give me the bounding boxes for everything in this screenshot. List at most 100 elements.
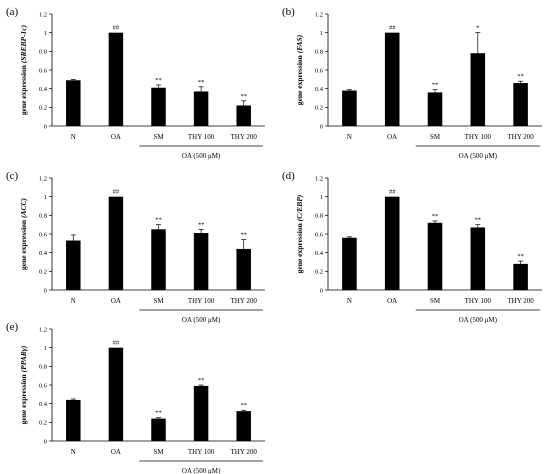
significance-marker: ** — [240, 93, 247, 100]
y-tick-label: 0 — [44, 287, 47, 294]
x-category-label: THY 200 — [507, 133, 534, 141]
y-axis-label-text: gene expression — [19, 372, 28, 424]
y-axis-label-text: gene expression — [19, 218, 28, 270]
y-tick-label: 1.2 — [315, 175, 323, 182]
significance-marker: ** — [240, 232, 247, 239]
significance-marker: ** — [432, 213, 439, 220]
y-tick-label: 0.2 — [315, 105, 323, 112]
x-category-label: N — [71, 133, 76, 141]
significance-marker: ## — [113, 25, 120, 32]
bar-sm — [151, 229, 166, 290]
chart-panel-b: (b) gene expression (FAS) 0 0.2 0.4 0.6 0.8 1 1.… — [282, 6, 542, 160]
x-category-label: THY 200 — [231, 133, 258, 141]
bar-thy-100 — [470, 227, 486, 290]
x-category-label: N — [71, 448, 76, 456]
y-tick-label: 0.6 — [39, 67, 48, 74]
y-tick-label: 1.2 — [39, 326, 47, 333]
bar-oa — [384, 196, 400, 290]
y-tick-label: 1.2 — [39, 175, 47, 182]
x-category-label: SM — [153, 133, 164, 141]
chart-panel-d: (d) gene expression (C/EBP) 0 0.2 0.4 0.6 0.8 1… — [282, 170, 542, 324]
y-tick-label: 0.4 — [39, 401, 48, 408]
y-tick-label: 0.8 — [315, 213, 323, 220]
x-category-label: SM — [153, 297, 164, 305]
bar-sm — [151, 87, 166, 126]
y-tick-label: 0 — [44, 123, 47, 130]
significance-marker: ** — [155, 77, 162, 84]
y-tick-label: 0.6 — [315, 231, 324, 238]
y-axis-label-text: gene expression — [295, 53, 304, 105]
x-category-label: OA — [111, 448, 121, 456]
panel-label: (b) — [282, 6, 295, 18]
significance-marker: ** — [198, 377, 205, 384]
bar-n — [66, 240, 81, 290]
bar-thy-200 — [236, 105, 251, 126]
bar-thy-100 — [193, 385, 209, 441]
significance-marker: ** — [155, 410, 162, 417]
significance-marker: ** — [155, 217, 162, 224]
y-tick-label: 0.6 — [315, 67, 324, 74]
x-category-label: THY 200 — [231, 297, 258, 305]
bar-sm — [427, 92, 443, 126]
y-axis-label: gene expression (ACC) — [19, 198, 28, 270]
chart-panel-c: (c) gene expression (ACC) 0 0.2 0.4 0.6 0.8 1 1.… — [6, 170, 265, 324]
y-tick-label: 0.4 — [315, 250, 324, 257]
chart-panel-a: (a)gene expression (SREBP-1c) 0 0.2 0.4 0.6 0… — [6, 6, 265, 160]
y-tick-label: 1.2 — [39, 11, 47, 18]
bar-sm — [151, 418, 166, 441]
group-label: OA (500 μM) — [182, 467, 221, 474]
y-tick-label: 0.4 — [39, 86, 48, 93]
significance-marker: ## — [113, 340, 120, 347]
significance-marker: ** — [240, 402, 247, 409]
significance-marker: ## — [113, 189, 120, 196]
x-category-label: N — [71, 297, 76, 305]
significance-marker: ** — [432, 82, 439, 89]
y-tick-label: 0.2 — [39, 105, 47, 112]
bar-thy-100 — [470, 53, 486, 127]
x-category-label: N — [347, 133, 352, 141]
y-axis-label: gene expression (SREBP-1c) — [19, 24, 28, 115]
x-category-label: THY 100 — [188, 133, 215, 141]
significance-marker: ** — [198, 79, 205, 86]
bar-thy-200 — [513, 263, 528, 290]
y-tick-label: 0.8 — [39, 213, 47, 220]
y-tick-label: 0.2 — [39, 269, 47, 276]
y-tick-label: 0.8 — [39, 49, 47, 56]
chart-panel-e: (e) gene expression (PPARγ) 0 0.2 0.4 0.6 0.8 1… — [6, 321, 265, 474]
y-axis-label: gene expression (FAS) — [295, 34, 304, 105]
group-label: OA (500 μM) — [459, 316, 498, 324]
y-axis-label-text: gene expression — [295, 221, 304, 273]
bar-n — [342, 90, 357, 126]
y-tick-label: 0.6 — [39, 382, 48, 389]
group-label: OA (500 μM) — [182, 152, 221, 160]
x-category-label: THY 100 — [465, 297, 492, 305]
y-axis-label-gene: (PPARγ) — [19, 345, 28, 372]
panel-label: (a) — [6, 6, 19, 18]
bar-thy-100 — [193, 233, 209, 290]
x-category-label: SM — [153, 448, 164, 456]
y-tick-label: 1.2 — [315, 11, 323, 18]
y-tick-label: 1 — [44, 194, 47, 201]
x-category-label: OA — [387, 297, 397, 305]
y-tick-label: 0 — [320, 287, 323, 294]
x-category-label: THY 200 — [507, 297, 534, 305]
y-axis-label-gene: (C/EBP) — [295, 194, 304, 221]
x-category-label: N — [347, 297, 352, 305]
y-tick-label: 0.4 — [315, 86, 324, 93]
x-category-label: OA — [111, 133, 121, 141]
significance-marker: ** — [517, 253, 524, 260]
significance-marker: ## — [389, 25, 396, 32]
bar-n — [66, 399, 81, 441]
y-axis-label-gene: (SREBP-1c) — [19, 24, 28, 63]
y-tick-label: 0.2 — [39, 420, 47, 427]
significance-marker: ** — [198, 221, 205, 228]
x-category-label: SM — [430, 133, 441, 141]
x-category-label: SM — [430, 297, 441, 305]
bar-sm — [427, 222, 443, 290]
group-label: OA (500 μM) — [459, 152, 498, 160]
x-category-label: OA — [387, 133, 397, 141]
y-tick-label: 1 — [320, 30, 323, 37]
bar-thy-100 — [193, 91, 209, 126]
y-tick-label: 1 — [44, 345, 47, 352]
